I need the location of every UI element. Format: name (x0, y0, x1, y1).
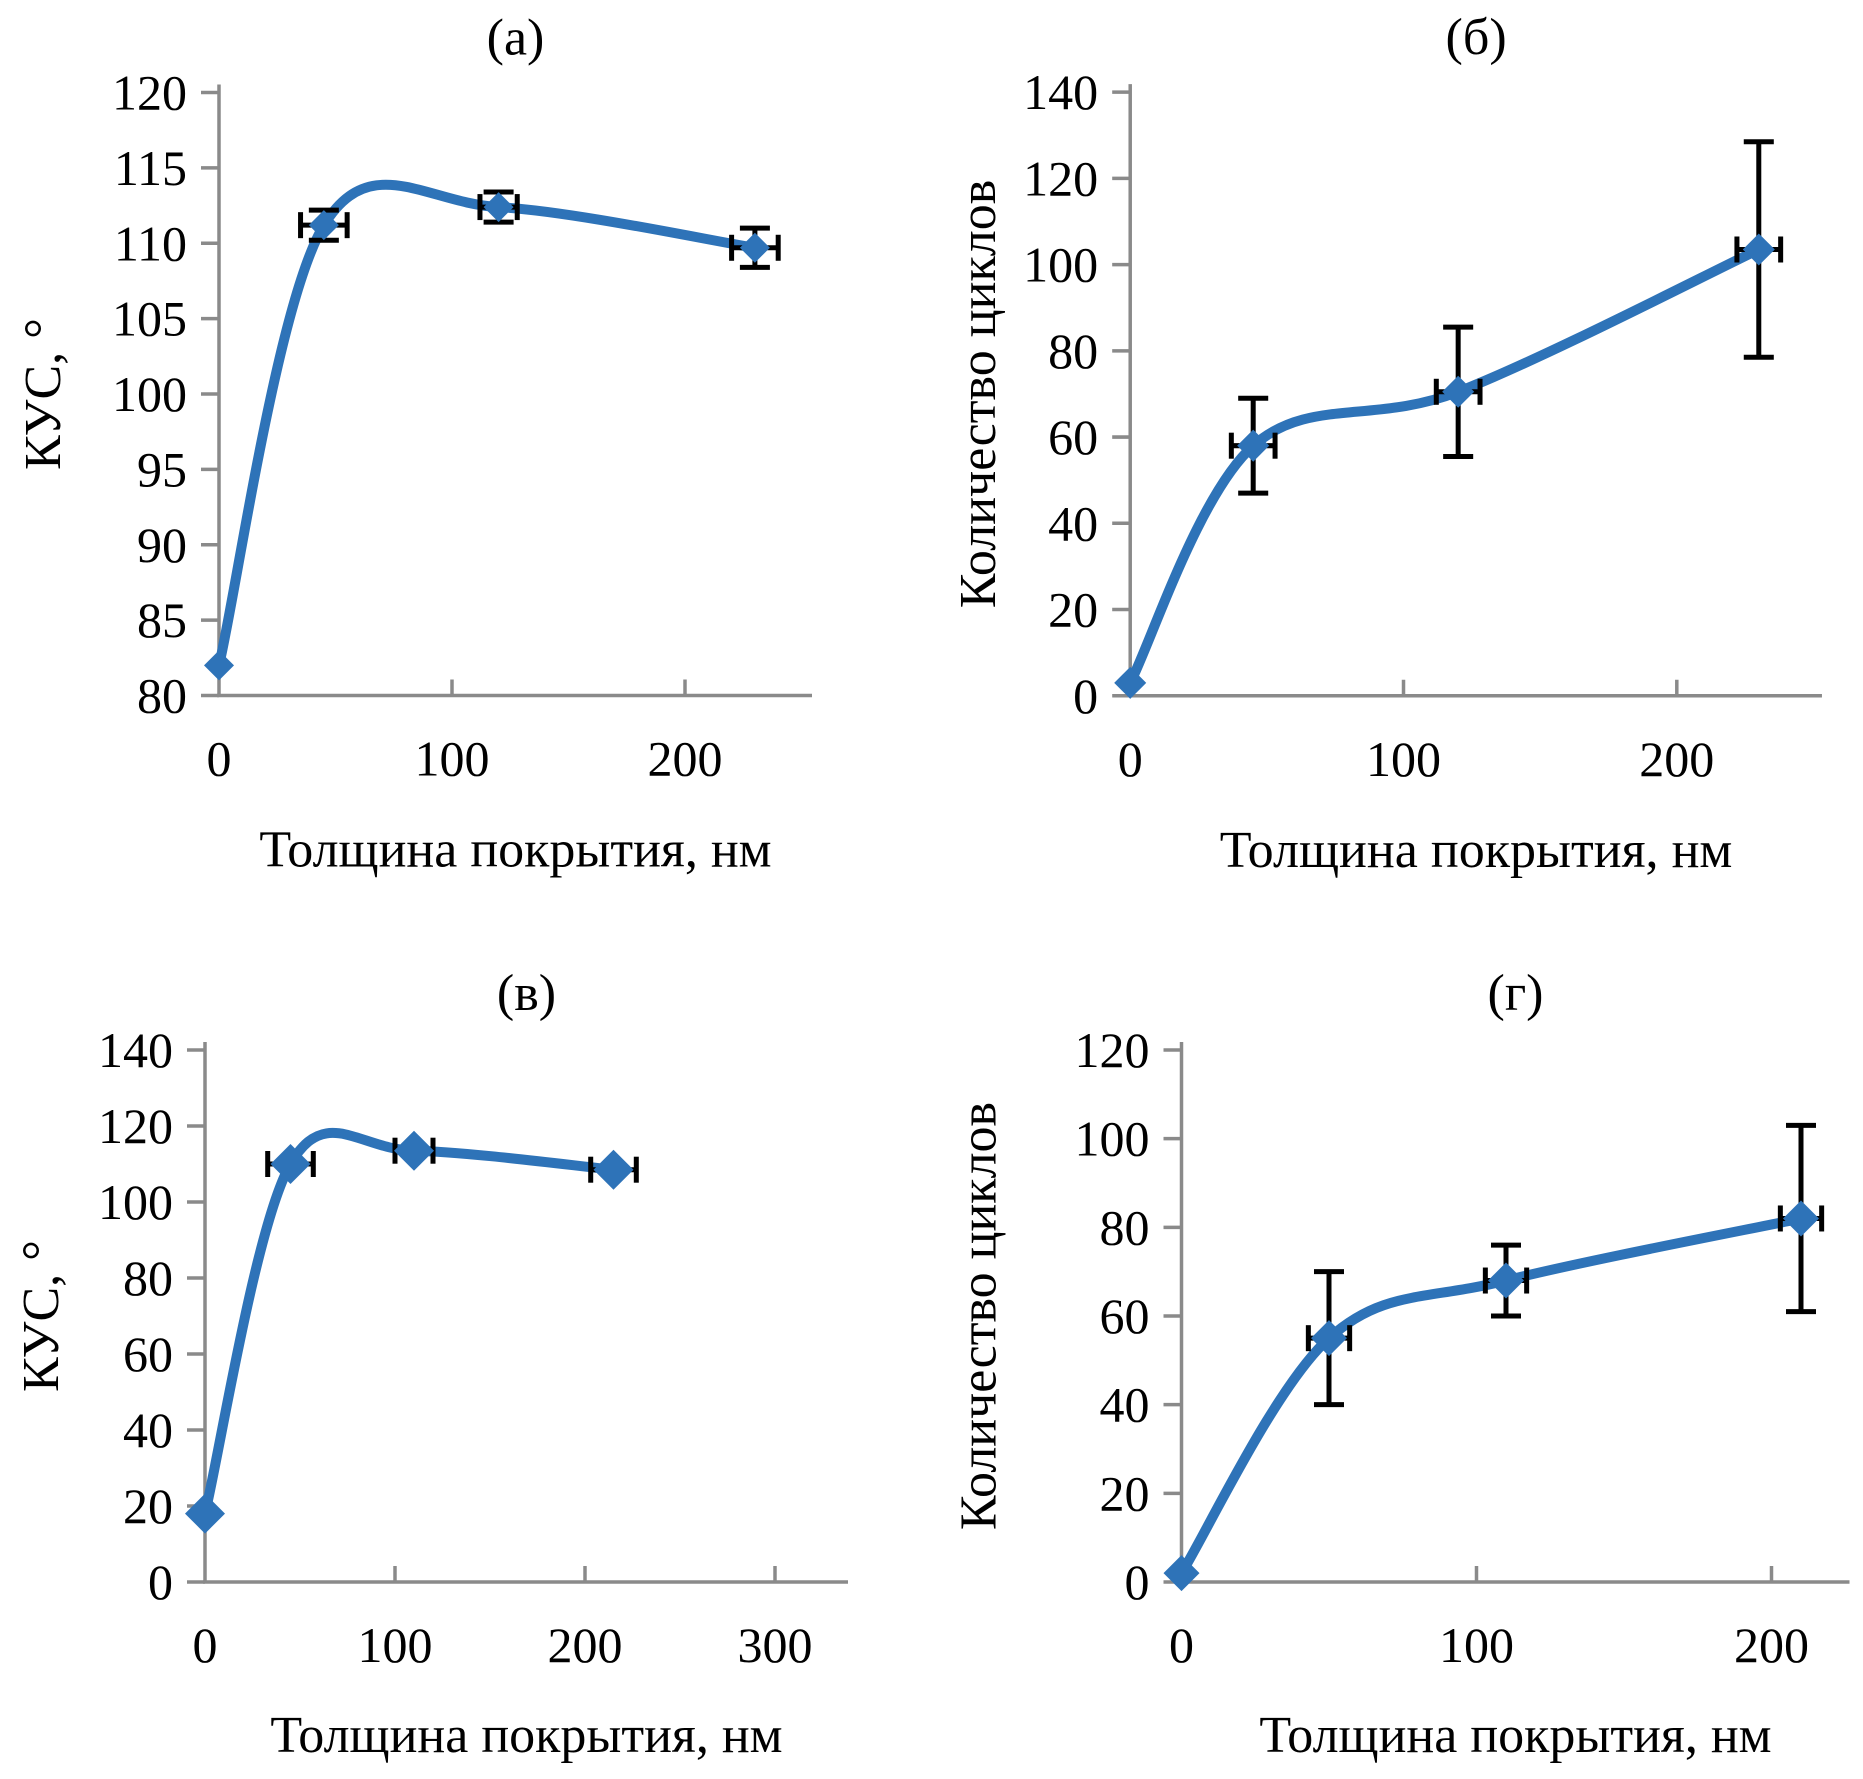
x-axis-label: Толщина покрытия, нм (1259, 1707, 1771, 1764)
y-tick-label: 80 (1100, 1199, 1150, 1255)
y-tick-label: 80 (123, 1250, 173, 1306)
x-tick-label: 100 (358, 1617, 433, 1673)
chart-panel-b: (б) Толщина покрытия, нм Количество циклов… (931, 0, 1863, 890)
data-point-marker (1488, 1262, 1524, 1299)
y-tick-label: 20 (1100, 1465, 1150, 1521)
x-tick-label: 300 (738, 1617, 813, 1673)
y-tick-label: 100 (98, 1174, 173, 1230)
x-tick-label: 200 (648, 731, 723, 787)
data-point-marker (308, 210, 339, 241)
data-point-marker (394, 1130, 434, 1171)
y-tick-label: 120 (112, 65, 187, 121)
y-tick-label: 120 (1023, 150, 1098, 206)
y-tick-label: 95 (137, 441, 187, 497)
y-tick-label: 110 (114, 215, 187, 271)
x-tick-label: 0 (193, 1617, 218, 1673)
data-point-marker (1163, 1555, 1200, 1592)
y-tick-label: 100 (112, 366, 187, 422)
chart-title: (в) (497, 965, 556, 1022)
y-tick-label: 105 (112, 291, 187, 347)
x-axis-label: Толщина покрытия, нм (270, 1707, 782, 1764)
x-axis-label: Толщина покрытия, нм (1220, 822, 1733, 879)
y-tick-label: 140 (1023, 64, 1098, 120)
y-tick-label: 115 (114, 140, 187, 196)
x-tick-label: 200 (1734, 1617, 1809, 1673)
chart-title: (г) (1488, 965, 1544, 1022)
y-tick-label: 100 (1023, 237, 1098, 293)
chart-g-svg: (г) Толщина покрытия, нм Количество циклов… (951, 965, 1850, 1764)
data-point-marker (483, 192, 514, 223)
chart-a-svg: (а) Толщина покрытия, нм КУС, ° 80 85 90 95 100… (15, 10, 812, 879)
data-curve (1176, 1213, 1806, 1579)
y-tick-label: 20 (123, 1478, 173, 1534)
y-axis-label: Количество циклов (950, 180, 1007, 609)
y-tick-label: 40 (1048, 495, 1098, 551)
y-tick-label: 60 (1048, 409, 1098, 465)
x-tick-label: 200 (1639, 731, 1714, 787)
data-curve (214, 179, 760, 671)
y-axis-label: КУС, ° (15, 318, 72, 470)
data-point-marker (204, 650, 234, 681)
data-point-marker (185, 1493, 225, 1534)
y-tick-label: 0 (1073, 668, 1098, 724)
y-axis-label: Количество циклов (951, 1102, 1008, 1530)
chart-b-svg: (б) Толщина покрытия, нм Количество циклов… (950, 9, 1822, 879)
data-point-marker (593, 1149, 634, 1190)
chart-title: (а) (487, 10, 545, 67)
chart-panel-g: (г) Толщина покрытия, нм Количество циклов… (931, 890, 1863, 1779)
y-tick-label: 60 (1100, 1288, 1150, 1344)
data-point-marker (1783, 1200, 1819, 1237)
x-tick-label: 200 (548, 1617, 623, 1673)
y-tick-label: 40 (1100, 1377, 1150, 1433)
data-point-marker (270, 1144, 311, 1184)
y-tick-label: 100 (1075, 1111, 1150, 1167)
data-point-marker (1442, 375, 1475, 408)
chart-v-svg: (в) Толщина покрытия, нм КУС, ° 0 20 40 60 80 10… (13, 965, 848, 1764)
data-point-marker (1311, 1320, 1347, 1357)
chart-title: (б) (1446, 9, 1507, 66)
x-tick-label: 100 (1366, 731, 1441, 787)
y-tick-label: 20 (1048, 582, 1098, 638)
y-tick-label: 120 (1075, 1022, 1150, 1078)
y-tick-label: 90 (137, 517, 187, 573)
y-tick-label: 80 (1048, 323, 1098, 379)
y-tick-label: 60 (123, 1326, 173, 1382)
data-point-marker (739, 232, 770, 263)
data-curve (1125, 244, 1764, 688)
data-point-marker (1114, 666, 1147, 699)
x-tick-label: 0 (1169, 1617, 1194, 1673)
y-tick-label: 0 (1125, 1554, 1150, 1610)
y-tick-label: 85 (137, 592, 187, 648)
data-curve (200, 1128, 619, 1519)
x-axis-label: Толщина покрытия, нм (259, 822, 771, 879)
chart-panel-v: (в) Толщина покрытия, нм КУС, ° 0 20 40 60 80 10… (0, 890, 931, 1779)
y-axis-label: КУС, ° (13, 1240, 70, 1392)
x-tick-label: 100 (1439, 1617, 1514, 1673)
y-tick-label: 120 (98, 1098, 173, 1154)
y-tick-label: 0 (148, 1554, 173, 1610)
data-point-marker (1742, 233, 1775, 266)
y-tick-label: 140 (98, 1022, 173, 1078)
x-tick-label: 0 (207, 731, 232, 787)
chart-panel-a: (а) Толщина покрытия, нм КУС, ° 80 85 90 95 100… (0, 0, 931, 890)
x-tick-label: 100 (415, 731, 490, 787)
y-tick-label: 40 (123, 1402, 173, 1458)
y-tick-label: 80 (137, 668, 187, 724)
x-tick-label: 0 (1118, 731, 1143, 787)
